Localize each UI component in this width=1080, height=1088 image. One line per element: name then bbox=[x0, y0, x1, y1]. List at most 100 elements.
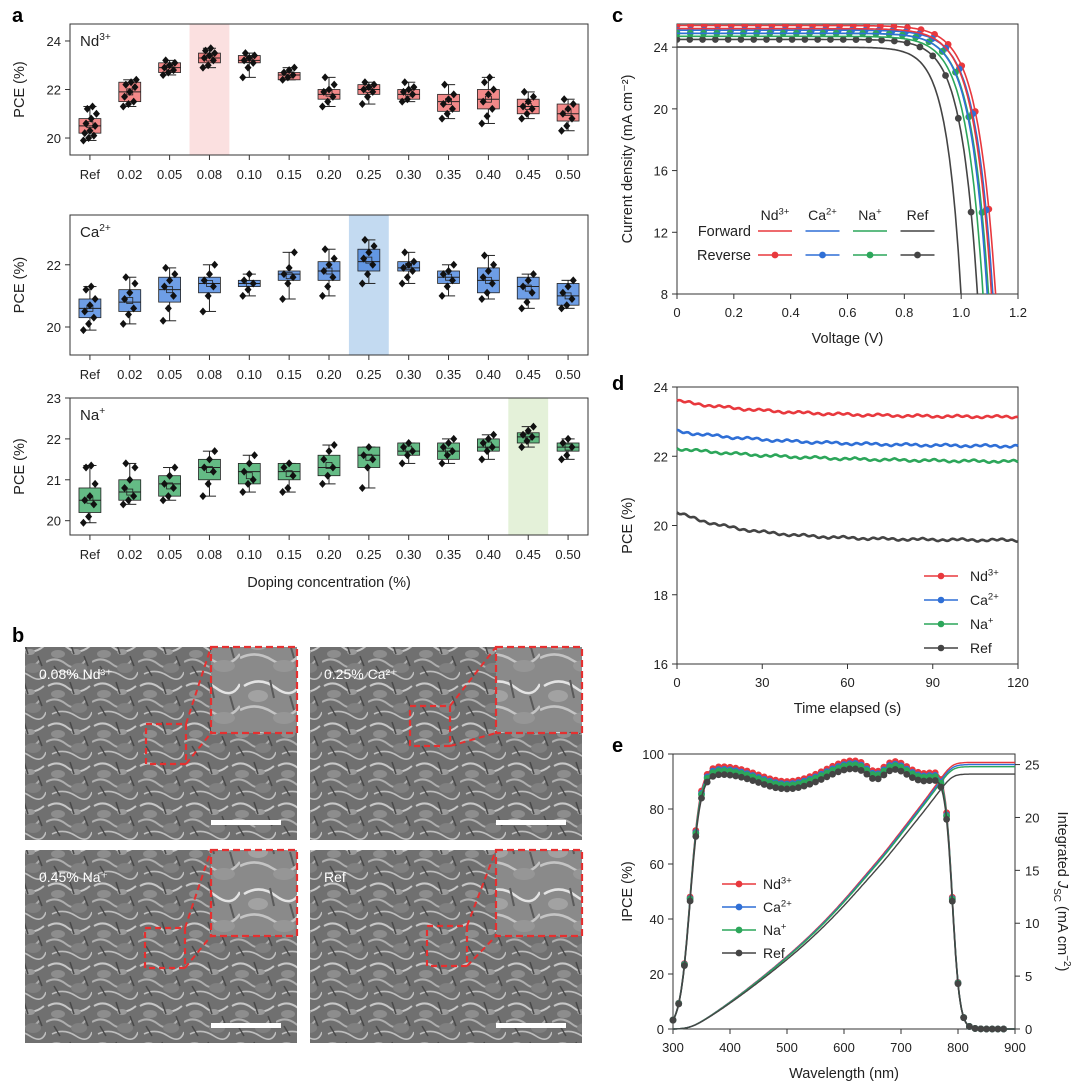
y-tick-label: 20 bbox=[650, 967, 664, 982]
ipce-marker-ref bbox=[755, 779, 762, 786]
data-point bbox=[484, 267, 492, 275]
panel-b: b 0.08% Nd³⁺ 0.25% Ca²⁺0.45% Na⁺ R bbox=[12, 625, 584, 1043]
x-tick-label: 0.35 bbox=[436, 167, 461, 182]
scale-bar bbox=[496, 820, 566, 825]
x-tick-label: 0.10 bbox=[237, 367, 262, 382]
data-point bbox=[91, 121, 99, 130]
legend-marker bbox=[866, 251, 874, 259]
y-tick-label: 24 bbox=[654, 380, 668, 395]
data-point bbox=[450, 260, 458, 269]
jv-curve-ref bbox=[677, 46, 962, 294]
x-tick-label: 0.45 bbox=[516, 547, 541, 562]
data-point bbox=[559, 438, 567, 447]
panel-label-d: d bbox=[612, 373, 624, 395]
legend-marker bbox=[914, 251, 921, 259]
x-tick-label: 0.35 bbox=[436, 547, 461, 562]
data-point bbox=[289, 70, 297, 79]
data-point bbox=[81, 307, 89, 316]
data-point bbox=[361, 235, 369, 244]
x-tick-label: 0.25 bbox=[356, 367, 381, 382]
ipce-curve-ca bbox=[672, 762, 1015, 1030]
data-point bbox=[124, 310, 132, 319]
panel-label-a: a bbox=[12, 5, 24, 27]
ipce-marker-ref bbox=[817, 776, 825, 783]
data-point bbox=[211, 260, 219, 269]
jv-marker-ref bbox=[827, 36, 834, 43]
y-tick-label: 16 bbox=[654, 657, 668, 672]
data-point bbox=[438, 114, 446, 123]
legend-entry-nd: Nd3+ bbox=[763, 875, 792, 892]
data-point bbox=[439, 100, 447, 109]
ipce-marker-ref bbox=[766, 782, 774, 790]
jv-marker-ref bbox=[903, 39, 911, 47]
integrated-jsc-na bbox=[673, 766, 1015, 1030]
ipce-marker-ref bbox=[869, 775, 876, 782]
ipce-marker-ref bbox=[681, 962, 688, 969]
jv-marker-ref bbox=[852, 36, 860, 43]
data-point bbox=[205, 270, 213, 279]
jv-marker-ref bbox=[775, 36, 783, 43]
legend-marker bbox=[819, 251, 826, 259]
data-point bbox=[90, 131, 98, 140]
data-point bbox=[245, 53, 253, 62]
jv-marker-ref bbox=[711, 36, 719, 43]
zoom-line bbox=[185, 646, 212, 725]
data-point bbox=[329, 463, 337, 472]
panel-c: c 0 0.2 0.4 0.6 0.8 1.0 1.2 8 12 16 20 24 Voltage (V… bbox=[612, 5, 1027, 347]
jv-curve-na bbox=[677, 35, 984, 294]
x-tick-label: 0.20 bbox=[316, 367, 341, 382]
data-point bbox=[204, 61, 212, 70]
data-point bbox=[209, 467, 217, 476]
data-point bbox=[488, 279, 496, 288]
data-point bbox=[280, 68, 288, 77]
data-point bbox=[360, 254, 368, 263]
data-point bbox=[320, 455, 328, 464]
data-point bbox=[319, 291, 326, 300]
ipce-marker-ref bbox=[943, 815, 950, 823]
data-point bbox=[91, 479, 99, 488]
data-point bbox=[403, 273, 411, 282]
data-point bbox=[200, 53, 208, 62]
zoom-line bbox=[449, 732, 497, 747]
panel-label-e: e bbox=[612, 735, 623, 757]
x-tick-label: 0.05 bbox=[157, 367, 182, 382]
ipce-marker-ref bbox=[931, 777, 939, 784]
legend-entry-ref: Ref bbox=[970, 640, 992, 656]
data-point bbox=[563, 301, 571, 310]
x-tick-label: 0.02 bbox=[117, 547, 142, 562]
data-point bbox=[249, 279, 257, 288]
y2-tick-label: 20 bbox=[1025, 810, 1039, 825]
data-point bbox=[280, 270, 288, 279]
data-point bbox=[523, 436, 531, 445]
data-point bbox=[82, 285, 90, 294]
data-point bbox=[166, 471, 174, 480]
data-point bbox=[284, 73, 292, 82]
data-point bbox=[131, 463, 139, 472]
jv-marker-ref bbox=[929, 52, 937, 60]
data-point bbox=[529, 422, 537, 431]
x-tick-label: 900 bbox=[1004, 1040, 1026, 1055]
data-point bbox=[483, 447, 491, 456]
ipce-marker-ref bbox=[983, 1025, 990, 1033]
data-point bbox=[403, 95, 411, 104]
ipce-marker-ref bbox=[920, 777, 928, 785]
ipce-curve-nd bbox=[672, 760, 1015, 1030]
panel-label-b: b bbox=[12, 625, 24, 647]
data-point bbox=[369, 260, 377, 269]
data-point bbox=[450, 90, 458, 99]
jv-marker-ref bbox=[967, 208, 975, 216]
data-point bbox=[330, 441, 338, 450]
x-tick-label: 0.40 bbox=[476, 547, 501, 562]
jv-marker-ref bbox=[865, 36, 873, 44]
data-point bbox=[518, 114, 526, 123]
x-tick-label: 0.50 bbox=[555, 547, 580, 562]
ipce-marker-ref bbox=[777, 785, 785, 793]
x-tick-label: 0.25 bbox=[356, 547, 381, 562]
ipce-marker-ref bbox=[903, 770, 911, 778]
data-point bbox=[398, 459, 406, 468]
data-point bbox=[240, 276, 248, 285]
x-tick-label: 0.8 bbox=[895, 305, 913, 320]
data-point bbox=[403, 451, 411, 460]
x-tick-label: 0.50 bbox=[555, 167, 580, 182]
x-tick-label: 30 bbox=[755, 675, 769, 690]
